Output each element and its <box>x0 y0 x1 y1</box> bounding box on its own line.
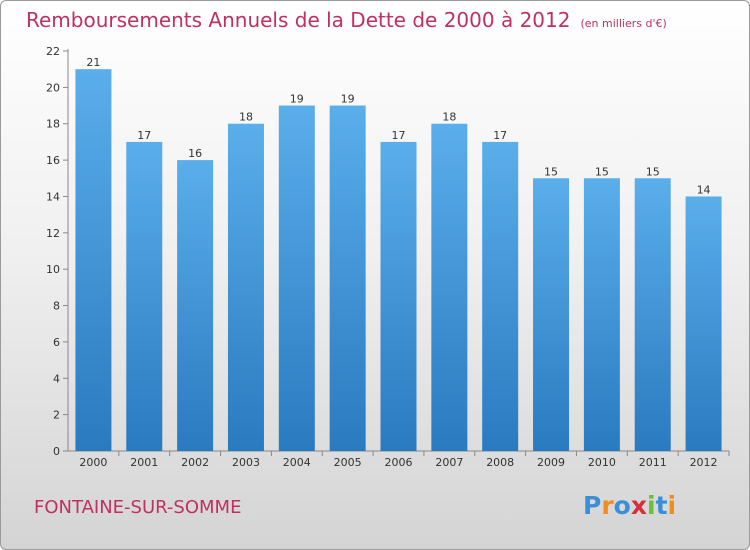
proxiti-logo: Proxiti <box>583 491 676 520</box>
bar-2010 <box>583 178 620 452</box>
data-label: 17 <box>392 129 406 142</box>
data-label: 17 <box>137 129 151 142</box>
data-label: 15 <box>646 165 660 178</box>
bar-2001 <box>126 141 163 451</box>
data-label: 15 <box>544 165 558 178</box>
chart-title-main: Remboursements Annuels de la Dette de 20… <box>26 8 571 32</box>
logo-letter: r <box>601 491 614 520</box>
y-tick-label: 14 <box>46 190 60 203</box>
data-label: 17 <box>493 129 507 142</box>
bar-2005 <box>329 105 366 451</box>
bar-2012 <box>685 196 722 451</box>
data-label: 21 <box>86 56 100 69</box>
bar-2006 <box>380 141 417 451</box>
y-tick-label: 6 <box>53 336 60 349</box>
bar-2009 <box>533 178 570 452</box>
bar-2003 <box>227 123 264 452</box>
data-label: 16 <box>188 147 202 160</box>
logo-letter: i <box>647 491 656 520</box>
y-tick-label: 2 <box>53 409 60 422</box>
data-label: 19 <box>341 93 355 106</box>
data-label: 14 <box>697 183 711 196</box>
chart-title: Remboursements Annuels de la Dette de 20… <box>26 8 667 32</box>
y-tick-label: 8 <box>53 300 60 313</box>
bar-2008 <box>482 141 519 451</box>
x-tick-label: 2001 <box>130 456 158 469</box>
chart-labels: 2000 21 2001 17 2002 16 2003 18 2004 19 2005 19 2006… <box>79 56 717 469</box>
bar-2011 <box>634 178 671 452</box>
logo-letter: t <box>655 491 668 520</box>
x-tick-label: 2009 <box>537 456 565 469</box>
y-tick-label: 4 <box>53 372 60 385</box>
x-tick-label: 2011 <box>639 456 667 469</box>
data-label: 19 <box>290 93 304 106</box>
y-tick-label: 20 <box>46 81 60 94</box>
data-label: 18 <box>442 111 456 124</box>
chart-title-unit: (en milliers d'€) <box>580 17 667 30</box>
x-tick-label: 2007 <box>435 456 463 469</box>
bar-2002 <box>177 160 214 451</box>
logo-letter: x <box>630 491 647 520</box>
y-tick-label: 12 <box>46 227 60 240</box>
x-tick-label: 2012 <box>690 456 718 469</box>
x-tick-label: 2000 <box>79 456 107 469</box>
commune-name: FONTAINE-SUR-SOMME <box>34 497 242 518</box>
x-tick-label: 2006 <box>385 456 413 469</box>
y-tick-label: 10 <box>46 263 60 276</box>
chart-bars <box>75 69 722 452</box>
data-label: 15 <box>595 165 609 178</box>
bar-2004 <box>278 105 315 451</box>
bar-2007 <box>431 123 468 452</box>
y-tick-label: 16 <box>46 154 60 167</box>
y-tick-label: 22 <box>46 45 60 58</box>
logo-letter: i <box>667 491 677 520</box>
x-tick-label: 2002 <box>181 456 209 469</box>
data-label: 18 <box>239 111 253 124</box>
x-tick-label: 2004 <box>283 456 311 469</box>
x-tick-label: 2003 <box>232 456 260 469</box>
x-tick-label: 2005 <box>334 456 362 469</box>
bar-2000 <box>75 69 112 451</box>
x-tick-label: 2008 <box>486 456 514 469</box>
logo-letter: o <box>613 491 631 520</box>
y-tick-label: 18 <box>46 118 60 131</box>
logo-letter: P <box>583 491 602 520</box>
y-tick-label: 0 <box>53 445 60 458</box>
x-tick-label: 2010 <box>588 456 616 469</box>
